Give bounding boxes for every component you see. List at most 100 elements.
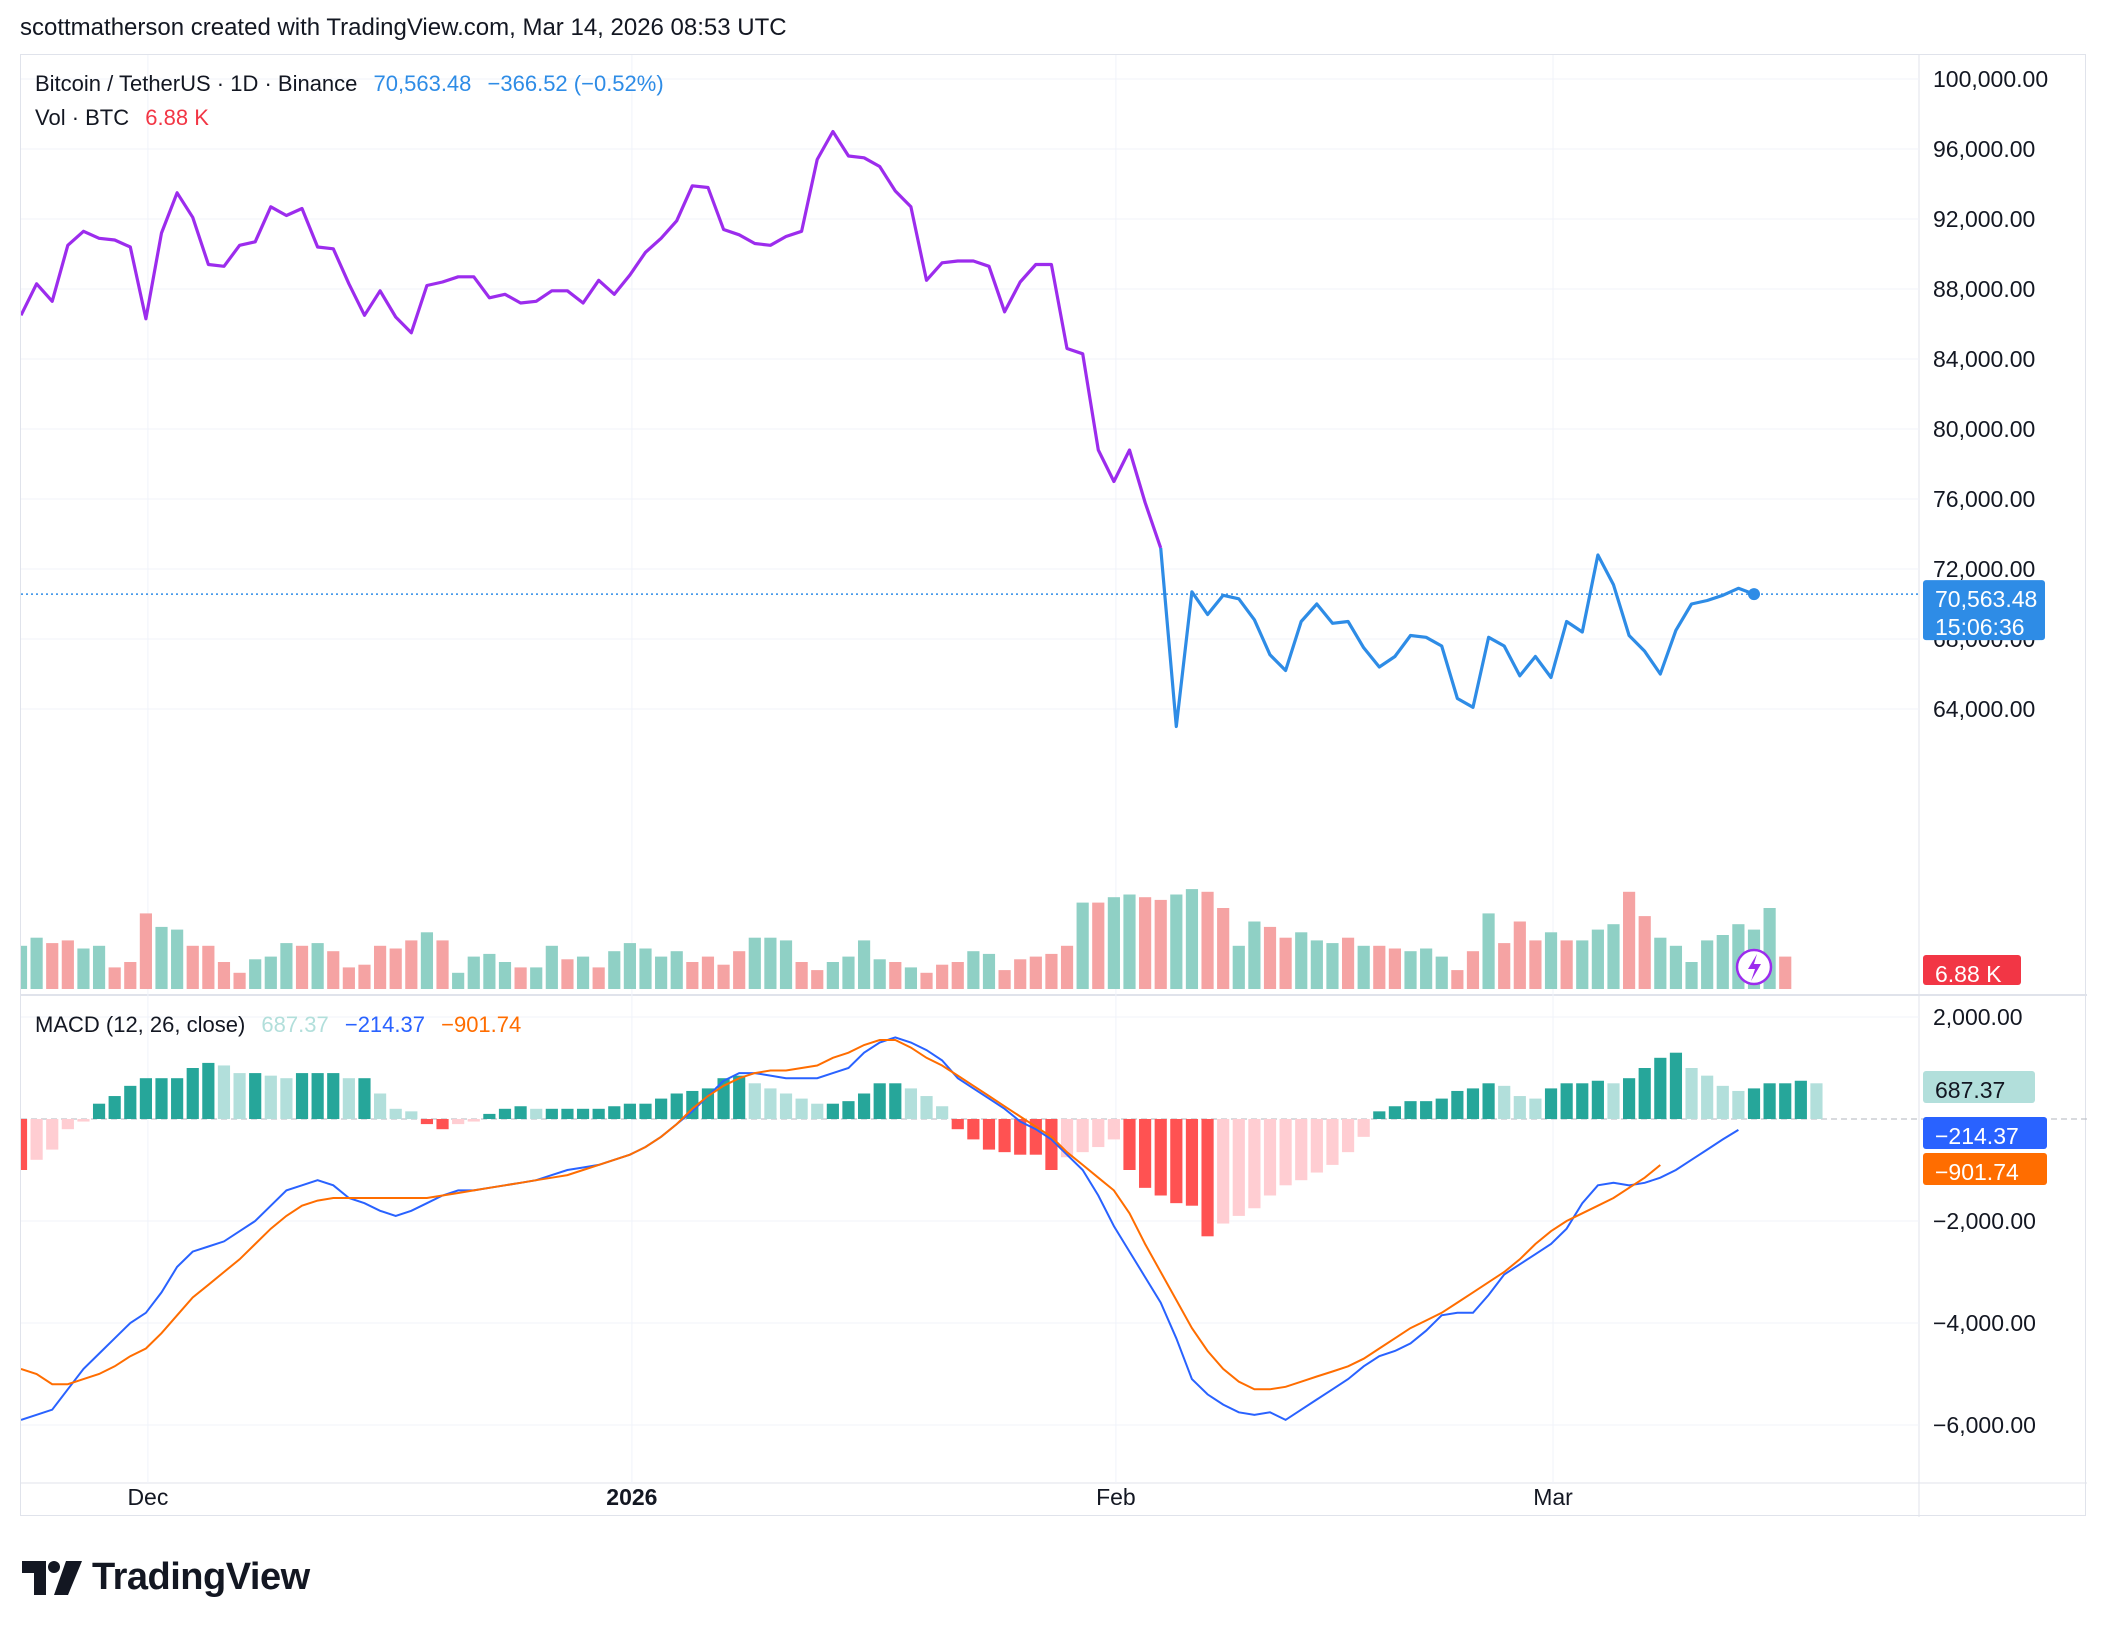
volume-bar	[920, 972, 933, 989]
volume-bar	[1373, 945, 1386, 989]
volume-bar	[311, 943, 324, 989]
macd-histogram-bar	[1092, 1119, 1105, 1148]
macd-line-badge-text: −214.37	[1935, 1123, 2019, 1149]
signal-line	[21, 1039, 1661, 1391]
volume-bar	[1295, 932, 1308, 989]
macd-histogram-bar	[92, 1103, 106, 1119]
volume-bar	[576, 956, 590, 989]
price-tick-label: 100,000.00	[1933, 66, 2048, 92]
volume-bar	[92, 945, 106, 989]
volume-bar	[1310, 940, 1323, 989]
macd-histogram-bar	[1810, 1083, 1823, 1119]
volume-badge: 6.88 K	[1923, 955, 2021, 987]
volume-bar	[46, 943, 59, 989]
series-lines	[21, 129, 1919, 1422]
macd-histogram-bar	[764, 1088, 777, 1119]
volume-bar	[1248, 921, 1261, 989]
volume-bar	[623, 943, 636, 989]
volume-bar	[1404, 951, 1417, 989]
macd-histogram-bar	[951, 1119, 964, 1130]
volume-bar	[779, 940, 793, 989]
macd-histogram-bar	[1466, 1088, 1480, 1119]
price-tick-label: 88,000.00	[1933, 276, 2035, 302]
macd-histogram-bar	[202, 1062, 215, 1119]
macd-histogram-bar	[124, 1085, 137, 1119]
macd-histogram-bar	[811, 1103, 824, 1119]
price-tick-label: 72,000.00	[1933, 556, 2035, 582]
macd-histogram-bar	[576, 1108, 590, 1119]
volume-bar	[764, 937, 777, 989]
macd-hist-badge-text: 687.37	[1935, 1077, 2005, 1103]
volume-bar	[1685, 962, 1698, 989]
volume-bar	[717, 964, 730, 989]
volume-bar	[171, 929, 184, 989]
tradingview-logo[interactable]: TradingView	[22, 1556, 310, 1599]
macd-histogram-bar	[1107, 1119, 1120, 1140]
volume-bar	[1014, 959, 1027, 989]
volume-bar	[1326, 943, 1339, 989]
macd-signal-badge-bg	[1923, 1153, 2047, 1185]
macd-legend: MACD (12, 26, close) 687.37 −214.37 −901…	[35, 1012, 531, 1038]
price-line-blue	[1159, 547, 1755, 729]
macd-histogram-bar	[1638, 1068, 1651, 1119]
macd-histogram-bar	[1544, 1088, 1558, 1119]
volume-bar	[202, 945, 215, 989]
macd-histogram-bar	[639, 1103, 652, 1119]
volume-bar	[1076, 902, 1089, 989]
macd-histogram-bar	[1170, 1119, 1183, 1204]
chart-canvas[interactable]: 100,000.00 96,000.00 92,000.00 88,000.00 84,…	[21, 55, 2087, 1517]
volume-bar	[811, 970, 824, 989]
volume-label[interactable]: Vol · BTC	[35, 105, 130, 130]
volume-bar	[670, 951, 683, 989]
macd-histogram-bar	[1623, 1078, 1636, 1119]
volume-bar	[1123, 894, 1136, 989]
volume-bar	[21, 945, 28, 989]
price-tick-label: 64,000.00	[1933, 696, 2035, 722]
symbol-label[interactable]: Bitcoin / TetherUS · 1D · Binance	[35, 71, 358, 96]
macd-signal-badge: −901.74	[1923, 1153, 2047, 1185]
macd-histogram-bar	[1794, 1080, 1807, 1119]
volume-badge-bg	[1923, 955, 2021, 985]
volume-bar	[1607, 924, 1620, 989]
macd-histogram-bar	[514, 1106, 527, 1119]
volume-bar	[1701, 940, 1714, 989]
volume-bar	[1638, 916, 1651, 989]
macd-histogram-bar	[483, 1113, 496, 1119]
macd-label[interactable]: MACD (12, 26, close)	[35, 1012, 246, 1037]
macd-histogram-bar	[1248, 1119, 1261, 1209]
macd-histogram-bar	[967, 1119, 980, 1140]
volume-bar	[1420, 948, 1433, 989]
macd-histogram-bar	[498, 1108, 512, 1119]
macd-histogram-bar	[327, 1073, 340, 1119]
macd-histogram-bar	[936, 1106, 949, 1119]
volume-bar	[1357, 945, 1370, 989]
macd-histogram-bar	[1669, 1052, 1683, 1119]
last-price-badge-text: 15:06:36	[1935, 614, 2025, 640]
macd-tick-label: −4,000.00	[1933, 1310, 2036, 1336]
volume-bar	[951, 962, 964, 989]
volume-bar	[998, 970, 1011, 989]
volume-bar	[733, 951, 746, 989]
volume-bar	[1139, 897, 1152, 989]
macd-histogram-bar	[608, 1106, 621, 1119]
chart-frame[interactable]: 100,000.00 96,000.00 92,000.00 88,000.00 84,…	[20, 54, 2087, 1517]
volume-bar	[342, 967, 355, 989]
macd-histogram-bar	[1498, 1085, 1511, 1119]
macd-histogram-bar	[249, 1073, 262, 1119]
macd-histogram-bar	[873, 1083, 886, 1119]
macd-histogram-bar	[561, 1108, 574, 1119]
volume-bar	[1544, 932, 1558, 989]
volume-bar	[77, 948, 90, 989]
price-legend: Bitcoin / TetherUS · 1D · Binance 70,563…	[35, 71, 674, 97]
macd-histogram-bar	[186, 1068, 199, 1119]
volume-legend: Vol · BTC 6.88 K	[35, 105, 219, 131]
volume-bar	[139, 913, 152, 989]
volume-bar	[1654, 937, 1667, 989]
macd-histogram-bar	[46, 1119, 59, 1150]
macd-histogram-bar	[623, 1103, 636, 1119]
macd-histogram-bar	[779, 1093, 793, 1119]
volume-bar	[1388, 948, 1401, 989]
price-tick-label: 92,000.00	[1933, 206, 2035, 232]
macd-histogram-bar	[1747, 1088, 1761, 1119]
